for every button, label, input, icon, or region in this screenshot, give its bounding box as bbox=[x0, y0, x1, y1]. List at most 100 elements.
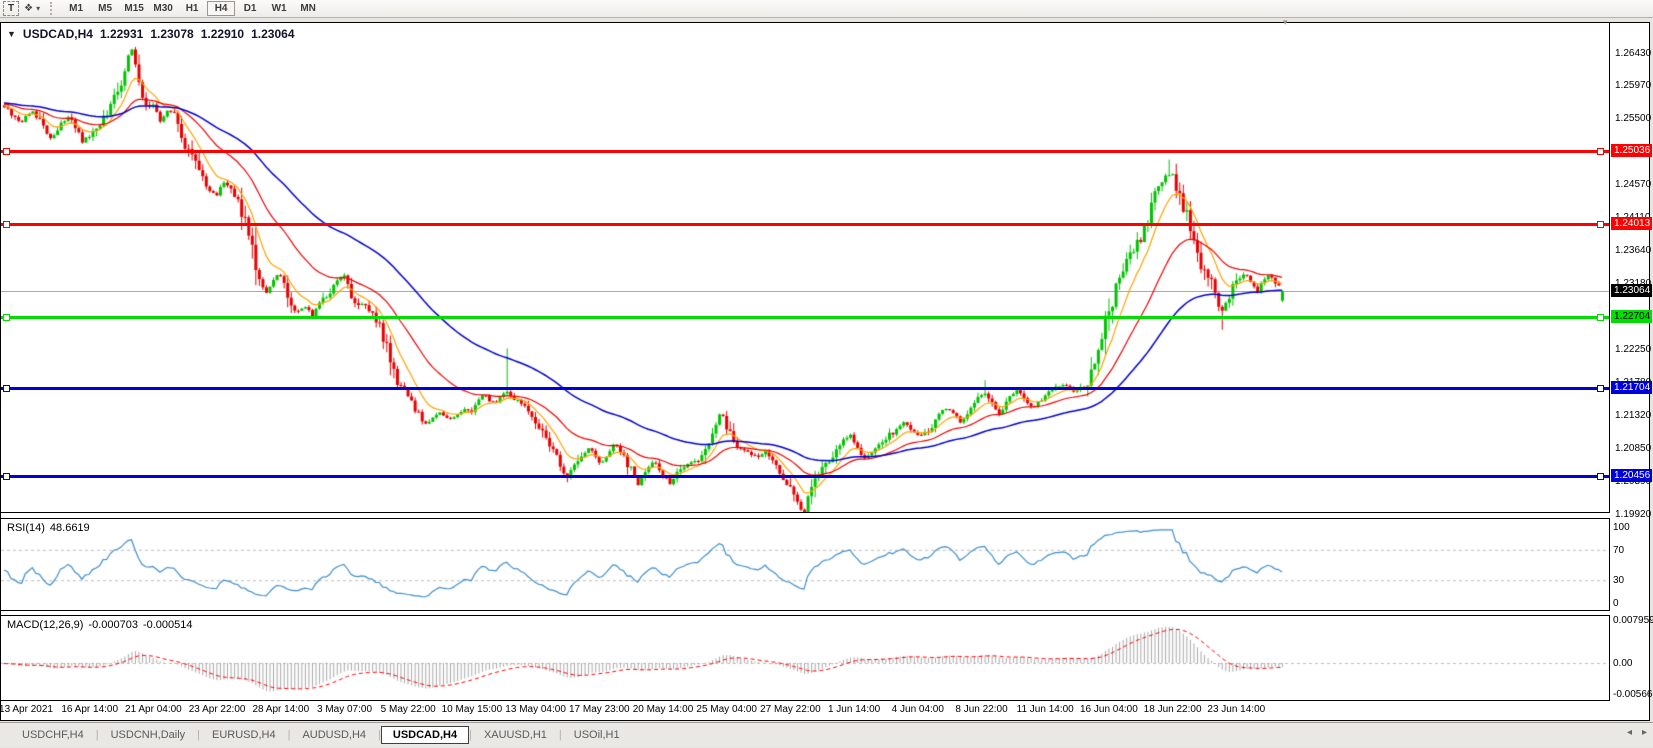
macd-name: MACD(12,26,9) bbox=[7, 619, 84, 631]
line-handle[interactable] bbox=[1597, 473, 1604, 480]
price-tick: 1.19920 bbox=[1615, 509, 1652, 521]
time-label: 11 Jun 14:00 bbox=[1016, 704, 1074, 715]
collapse-arrow-icon[interactable]: ▼ bbox=[7, 29, 16, 39]
price-tick: 1.23640 bbox=[1615, 245, 1652, 257]
tab-scroll-arrows: ◂ ▸ bbox=[1627, 727, 1647, 739]
line-handle[interactable] bbox=[3, 314, 10, 321]
tab-separator: | bbox=[287, 728, 291, 741]
chevron-down-icon: ▾ bbox=[36, 4, 41, 13]
rsi-label: RSI(14) 48.6619 bbox=[7, 522, 90, 534]
ohlc-open: 1.22931 bbox=[99, 27, 144, 41]
text-tool-button[interactable]: T bbox=[3, 1, 20, 16]
tab-separator: | bbox=[197, 728, 201, 741]
tab-audusd-h4[interactable]: AUDUSD,H4 bbox=[290, 726, 378, 744]
time-label: 17 May 23:00 bbox=[568, 704, 630, 715]
rsi-scale-label: 30 bbox=[1613, 575, 1625, 587]
tab-xauusd-h1[interactable]: XAUUSD,H1 bbox=[472, 726, 559, 744]
tab-usdcnh-daily[interactable]: USDCNH,Daily bbox=[99, 726, 198, 744]
timeframe-m1[interactable]: M1 bbox=[62, 1, 90, 16]
macd-signal-value: -0.000514 bbox=[142, 619, 193, 631]
timeframe-w1[interactable]: W1 bbox=[265, 1, 293, 16]
tab-separator: | bbox=[558, 728, 562, 741]
price-tick: 1.21320 bbox=[1615, 409, 1652, 421]
timeframe-mn[interactable]: MN bbox=[294, 1, 322, 16]
time-label: 25 May 04:00 bbox=[696, 704, 757, 715]
macd-chart-canvas[interactable] bbox=[1, 616, 1609, 700]
line-handle[interactable] bbox=[3, 221, 10, 228]
time-label: 5 May 22:00 bbox=[380, 704, 436, 715]
tab-usdchf-h4[interactable]: USDCHF,H4 bbox=[10, 726, 96, 744]
price-tick: 1.23180 bbox=[1615, 278, 1651, 289]
price-tick: 1.20850 bbox=[1615, 443, 1652, 455]
time-label: 1 Jun 14:00 bbox=[827, 704, 881, 715]
hline-1.20456[interactable] bbox=[1, 475, 1609, 478]
ohlc-high: 1.23078 bbox=[150, 27, 194, 41]
symbol-period-label: USDCAD,H4 bbox=[22, 27, 93, 41]
rsi-chart-canvas[interactable] bbox=[1, 519, 1609, 610]
cursor-tool-button[interactable]: ❖ ▾ bbox=[20, 1, 44, 16]
tab-scroll-left-button[interactable]: ◂ bbox=[1626, 727, 1632, 738]
line-handle[interactable] bbox=[3, 385, 10, 392]
macd-scale-label: -0.005663 bbox=[1613, 688, 1653, 700]
tab-usoil-h1[interactable]: USOil,H1 bbox=[562, 726, 632, 744]
window-marker-icon[interactable]: ▾ bbox=[1283, 17, 1288, 27]
time-label: 23 Apr 22:00 bbox=[188, 704, 246, 715]
timeframe-d1[interactable]: D1 bbox=[236, 1, 264, 16]
price-tick: 1.24570 bbox=[1615, 179, 1652, 191]
time-label: 20 May 14:00 bbox=[632, 704, 694, 715]
hline-1.21704[interactable] bbox=[1, 387, 1609, 390]
price-level-badge: 1.20456 bbox=[1611, 469, 1652, 483]
price-level-badge: 1.24013 bbox=[1611, 216, 1652, 230]
tab-usdcad-h4[interactable]: USDCAD,H4 bbox=[380, 725, 470, 744]
time-label: 21 Apr 04:00 bbox=[125, 704, 182, 715]
timeframe-h4[interactable]: H4 bbox=[207, 1, 236, 16]
timeframe-h1[interactable]: H1 bbox=[178, 1, 206, 16]
chart-tabs: USDCHF,H4 | USDCNH,Daily | EURUSD,H4 | AUDUSD,… bbox=[0, 722, 1653, 746]
toolbar-grip bbox=[50, 2, 55, 15]
line-handle[interactable] bbox=[1597, 385, 1604, 392]
timeframe-m15[interactable]: M15 bbox=[120, 1, 148, 16]
price-level-badge: 1.23064 bbox=[1611, 284, 1652, 298]
time-label: 28 Apr 14:00 bbox=[252, 704, 310, 715]
ohlc-low: 1.22910 bbox=[200, 27, 245, 41]
line-handle[interactable] bbox=[1597, 221, 1604, 228]
toolbar: T ❖ ▾ M1 M5 M15 M30 H1 H4 D1 W1 MN bbox=[0, 0, 1653, 18]
hline-1.24013[interactable] bbox=[1, 223, 1609, 226]
rsi-value: 48.6619 bbox=[49, 522, 90, 534]
time-label: 18 Jun 22:00 bbox=[1143, 704, 1202, 715]
tab-separator: | bbox=[95, 728, 99, 741]
tab-eurusd-h4[interactable]: EURUSD,H4 bbox=[200, 726, 288, 744]
line-handle[interactable] bbox=[1597, 314, 1604, 321]
main-chart-canvas[interactable] bbox=[1, 23, 1609, 512]
hline-1.25036[interactable] bbox=[1, 150, 1609, 153]
price-tick: 1.22250 bbox=[1615, 343, 1652, 355]
timeframe-m30[interactable]: M30 bbox=[149, 1, 177, 16]
time-label: 4 Jun 04:00 bbox=[891, 704, 944, 715]
price-level-badge: 1.21704 bbox=[1611, 380, 1652, 394]
rsi-scale-label: 100 bbox=[1613, 522, 1630, 533]
macd-scale-label: 0.007959 bbox=[1613, 614, 1653, 626]
price-tick: 1.26430 bbox=[1615, 47, 1652, 59]
rsi-name: RSI(14) bbox=[7, 522, 45, 534]
line-handle[interactable] bbox=[3, 473, 10, 480]
time-label: 23 Jun 14:00 bbox=[1207, 704, 1266, 715]
timeframe-toolbar: M1 M5 M15 M30 H1 H4 D1 W1 MN bbox=[62, 1, 322, 16]
line-handle[interactable] bbox=[1597, 148, 1604, 155]
hline-1.22704[interactable] bbox=[1, 316, 1609, 319]
macd-main-value: -0.000703 bbox=[88, 619, 138, 631]
price-level-badge: 1.25036 bbox=[1611, 144, 1652, 158]
tab-scroll-right-button[interactable]: ▸ bbox=[1641, 727, 1647, 738]
time-label: 16 Jun 04:00 bbox=[1079, 704, 1138, 715]
macd-scale-label: 0.00 bbox=[1613, 658, 1633, 669]
rsi-scale-label: 0 bbox=[1613, 598, 1619, 609]
price-level-badge: 1.22704 bbox=[1611, 309, 1652, 323]
chart-title: ▼ USDCAD,H4 1.22931 1.23078 1.22910 1.23… bbox=[7, 27, 295, 41]
ohlc-close: 1.23064 bbox=[251, 27, 295, 41]
price-tick: 1.25500 bbox=[1615, 113, 1652, 125]
timeframe-m5[interactable]: M5 bbox=[91, 1, 119, 16]
cursor-icon: ❖ bbox=[24, 3, 34, 14]
line-handle[interactable] bbox=[3, 148, 10, 155]
time-label: 16 Apr 14:00 bbox=[61, 704, 119, 715]
tab-separator: | bbox=[469, 728, 472, 741]
